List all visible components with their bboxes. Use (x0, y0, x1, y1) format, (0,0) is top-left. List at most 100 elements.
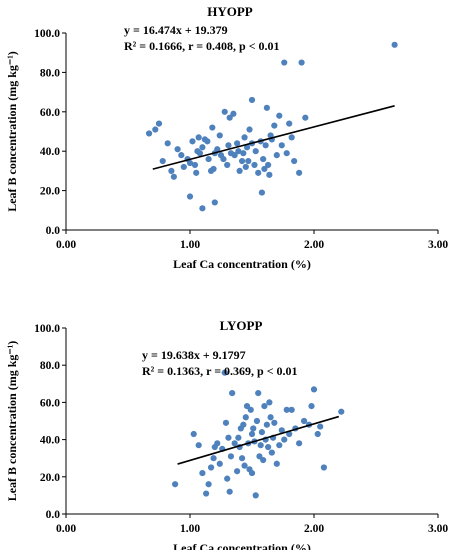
data-point (240, 150, 247, 157)
data-point (296, 440, 303, 447)
y-tick-label: 20.0 (40, 472, 60, 484)
data-point (288, 134, 295, 141)
data-point (145, 130, 153, 137)
data-point (248, 430, 256, 438)
data-point (276, 442, 283, 449)
x-tick-label: 2.00 (304, 239, 324, 251)
data-point (170, 173, 177, 180)
data-point (189, 138, 196, 145)
data-point (262, 142, 269, 149)
data-point (216, 132, 223, 139)
y-tick-label: 60.0 (40, 107, 60, 119)
data-point (238, 157, 246, 165)
data-point (258, 189, 266, 196)
data-point (180, 163, 187, 171)
data-point (308, 403, 315, 410)
x-tick-label: 0.00 (56, 523, 76, 535)
data-point (164, 140, 171, 147)
data-point (268, 449, 275, 456)
data-point (261, 403, 268, 410)
data-point (300, 417, 308, 425)
data-point (199, 205, 206, 212)
x-tick-label: 0.00 (56, 239, 76, 251)
data-point (252, 492, 259, 499)
y-axis-label: Leaf B concentration (mg kg⁻¹) (5, 51, 19, 212)
data-point (221, 108, 228, 115)
data-point (174, 146, 181, 153)
x-tick-label: 3.00 (428, 523, 448, 535)
data-point (205, 481, 212, 488)
data-point (273, 152, 280, 159)
data-point (159, 157, 166, 165)
data-point (258, 429, 266, 436)
data-point (242, 163, 249, 171)
data-point (288, 406, 295, 413)
data-point (242, 414, 249, 421)
data-point (286, 120, 293, 127)
data-point (317, 423, 324, 430)
data-point (261, 165, 268, 173)
data-point (205, 155, 212, 163)
x-tick-label: 3.00 (428, 239, 448, 251)
data-point (226, 114, 233, 121)
y-tick-label: 0.0 (46, 225, 61, 237)
data-point (271, 419, 278, 426)
data-point (226, 488, 233, 495)
data-point (224, 475, 231, 482)
data-point (314, 430, 321, 438)
chart-lyopp: 0.0 20.0 40.0 60.0 80.0 100.0 0.00 1.00 2.00 3.00… (5, 318, 448, 550)
data-point (178, 152, 185, 159)
data-point (203, 490, 210, 497)
y-tick-label: 100.0 (34, 323, 60, 335)
data-point (234, 140, 241, 147)
data-point (263, 104, 270, 111)
data-point (235, 148, 242, 155)
data-point (227, 453, 235, 460)
data-point (222, 419, 230, 426)
data-point (195, 134, 202, 141)
y-tick-label: 40.0 (40, 146, 60, 158)
data-point (245, 157, 252, 165)
data-point (214, 146, 221, 153)
data-point (209, 124, 216, 131)
data-point (210, 165, 217, 173)
data-point (260, 456, 267, 464)
data-point (214, 440, 221, 447)
data-point (241, 134, 248, 141)
data-point (248, 96, 256, 104)
data-point (231, 440, 238, 447)
data-point (195, 442, 202, 449)
data-point (199, 144, 206, 151)
y-tick-label: 20.0 (40, 186, 60, 198)
data-point (207, 464, 215, 471)
data-point (271, 122, 278, 129)
data-point (246, 126, 253, 133)
data-point (211, 199, 218, 206)
data-point (168, 167, 175, 174)
data-point (190, 430, 197, 438)
data-point (310, 386, 318, 393)
data-point (199, 469, 206, 477)
data-point (257, 442, 264, 449)
y-tick-label: 100.0 (34, 28, 60, 40)
y-tick-label: 0.0 (46, 509, 61, 521)
x-axis-label: Leaf Ca concentration (%) (173, 541, 311, 550)
data-point (186, 159, 194, 167)
y-tick-label: 60.0 (40, 397, 60, 409)
data-point (240, 421, 247, 428)
data-point (302, 114, 309, 121)
data-point (252, 148, 259, 155)
data-point (265, 161, 272, 169)
data-point (243, 144, 251, 151)
y-tick-label: 40.0 (40, 435, 60, 447)
data-point (260, 155, 267, 163)
data-point (281, 436, 288, 443)
x-axis-label: Leaf Ca concentration (%) (173, 257, 311, 271)
data-point (281, 59, 288, 66)
data-point (250, 425, 257, 432)
trendline (177, 415, 340, 465)
data-point (251, 161, 258, 169)
y-tick-label: 80.0 (40, 360, 60, 372)
data-point (210, 455, 217, 462)
